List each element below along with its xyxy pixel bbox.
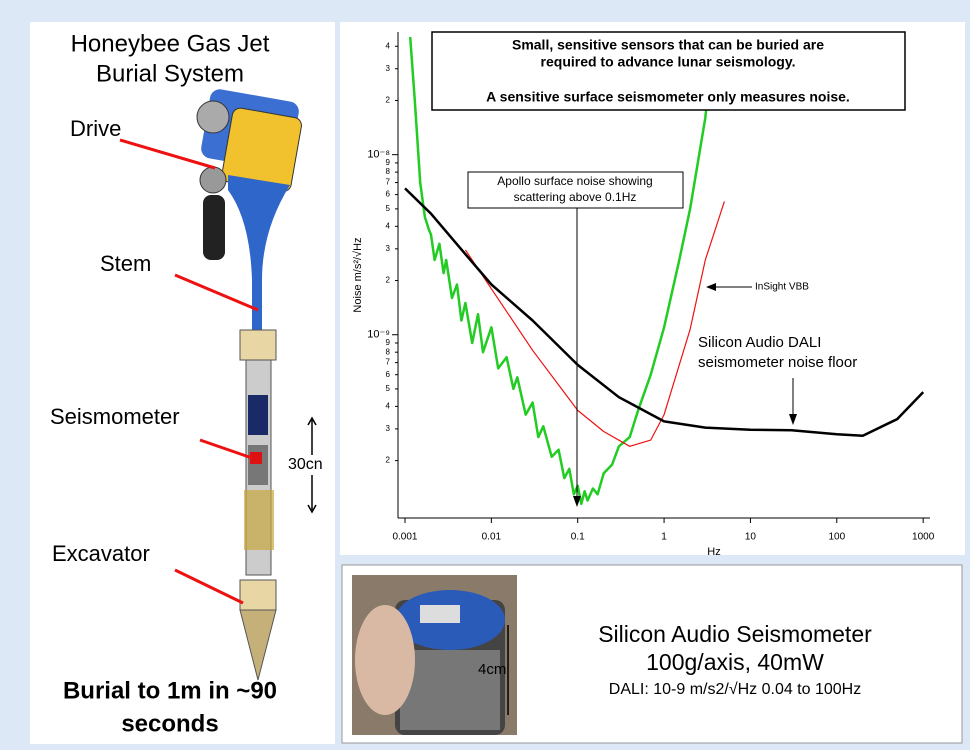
- y-tick-label: 2: [386, 96, 391, 105]
- note-text: Small, sensitive sensors that can be bur…: [512, 37, 824, 53]
- series-label: Silicon Audio DALI: [698, 334, 821, 351]
- x-tick-label: 100: [828, 532, 845, 543]
- y-tick-label: 7: [386, 178, 391, 187]
- y-tick-label: 8: [386, 347, 391, 356]
- title: Burial System: [96, 60, 244, 87]
- page: {"left_panel": {"title": ["Honeybee Gas …: [0, 0, 970, 750]
- slide: Honeybee Gas Jet Burial System Drive Ste…: [0, 0, 970, 750]
- y-tick-label: 6: [386, 190, 391, 199]
- y-tick-label: 10⁻⁸: [367, 149, 390, 161]
- sensor-spec: 100g/axis, 40mW: [646, 649, 824, 675]
- y-tick-label: 4: [386, 402, 391, 411]
- y-tick-label: 5: [386, 384, 391, 393]
- x-tick-label: 0.1: [571, 532, 585, 543]
- callout-text: Apollo surface noise showing: [497, 174, 652, 188]
- sensor-photo: [352, 575, 517, 735]
- note-text: A sensitive surface seismometer only mea…: [486, 89, 850, 105]
- y-tick-label: 4: [386, 41, 391, 50]
- y-tick-label: 7: [386, 358, 391, 367]
- scale-label: 4cm: [478, 661, 506, 678]
- x-tick-label: 1000: [912, 532, 935, 543]
- series-label: seismometer noise floor: [698, 354, 857, 371]
- part-label: Seismometer: [50, 404, 180, 429]
- x-tick-label: 0.001: [392, 532, 417, 543]
- scale-label: 30cn: [288, 456, 323, 473]
- series-label: InSight VBB: [755, 282, 809, 293]
- y-tick-label: 3: [386, 424, 391, 433]
- y-tick-label: 8: [386, 167, 391, 176]
- x-tick-label: 1: [661, 532, 667, 543]
- y-tick-label: 3: [386, 64, 391, 73]
- caption: Burial to 1m in ~90: [63, 677, 277, 704]
- y-tick-label: 5: [386, 204, 391, 213]
- caption: seconds: [121, 710, 218, 737]
- note-text: required to advance lunar seismology.: [541, 54, 796, 70]
- part-label: Drive: [70, 116, 121, 141]
- sensor-title: Silicon Audio Seismometer: [598, 621, 872, 647]
- title: Honeybee Gas Jet: [71, 30, 270, 57]
- x-tick-label: 0.01: [482, 532, 502, 543]
- callout-text: scattering above 0.1Hz: [514, 190, 637, 204]
- y-tick-label: 2: [386, 276, 391, 285]
- y-tick-label: 3: [386, 244, 391, 253]
- x-tick-label: 10: [745, 532, 757, 543]
- y-tick-label: 6: [386, 370, 391, 379]
- part-label: Excavator: [52, 541, 150, 566]
- y-tick-label: 2: [386, 456, 391, 465]
- y-tick-label: 10⁻⁹: [367, 329, 390, 341]
- y-axis-label: Noise m/s²/√Hz: [352, 237, 364, 312]
- sensor-spec: DALI: 10-9 m/s2/√Hz 0.04 to 100Hz: [609, 681, 861, 698]
- y-tick-label: 4: [386, 221, 391, 230]
- x-axis-label: Hz: [707, 546, 720, 558]
- part-label: Stem: [100, 251, 151, 276]
